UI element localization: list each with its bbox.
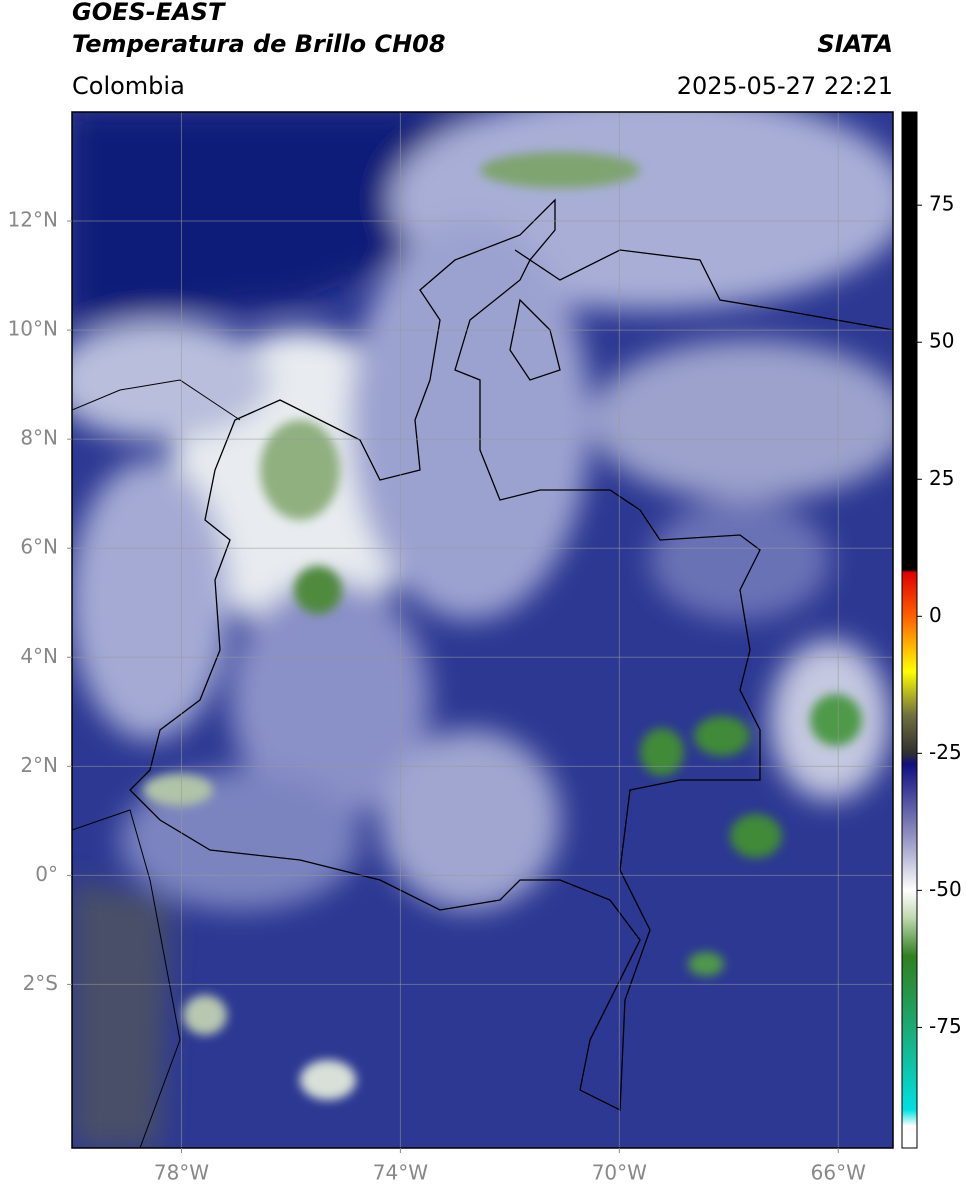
y-tick-label: 12°N: [8, 208, 58, 232]
colorbar-tick-label: 0: [929, 603, 942, 627]
y-tick-label: 0°: [35, 862, 58, 886]
datetime: 2025-05-27 22:21: [677, 72, 893, 100]
colorbar-tick-label: 75: [929, 192, 954, 216]
region: Colombia: [72, 72, 185, 100]
colorbar-tick-label: -25: [929, 740, 962, 764]
country-border: [129, 198, 761, 1112]
y-tick-label: 4°N: [20, 644, 58, 668]
grid: [72, 112, 893, 1148]
ecuador-border: [72, 809, 181, 1148]
x-tick-label: 66°W: [811, 1161, 866, 1185]
colorbar-tick-label: 25: [929, 466, 954, 490]
y-tick-label: 2°S: [23, 971, 58, 995]
coastline: [514, 249, 893, 331]
lake-maracaibo: [509, 298, 561, 381]
x-tick-label: 78°W: [154, 1161, 209, 1185]
imagery: [72, 112, 893, 1148]
y-tick-label: 2°N: [20, 753, 58, 777]
panama-coast: [72, 379, 241, 421]
source: SIATA: [817, 30, 893, 58]
y-tick-label: 10°N: [8, 317, 58, 341]
y-tick-label: 6°N: [20, 535, 58, 559]
title: GOES-EAST: [72, 0, 226, 26]
x-tick-label: 74°W: [373, 1161, 428, 1185]
plot-frame: [71, 111, 894, 1149]
colorbar-tick-label: 50: [929, 329, 954, 353]
y-tick-label: 8°N: [20, 426, 58, 450]
colorbar-tick-label: -50: [929, 877, 962, 901]
colorbar: [901, 111, 918, 1149]
x-tick-label: 70°W: [592, 1161, 647, 1185]
cold-tops: [143, 152, 862, 1100]
cloud-field: [72, 112, 893, 1148]
colorbar-tick-label: -75: [929, 1014, 962, 1038]
subtitle: Temperatura de Brillo CH08: [72, 30, 446, 58]
